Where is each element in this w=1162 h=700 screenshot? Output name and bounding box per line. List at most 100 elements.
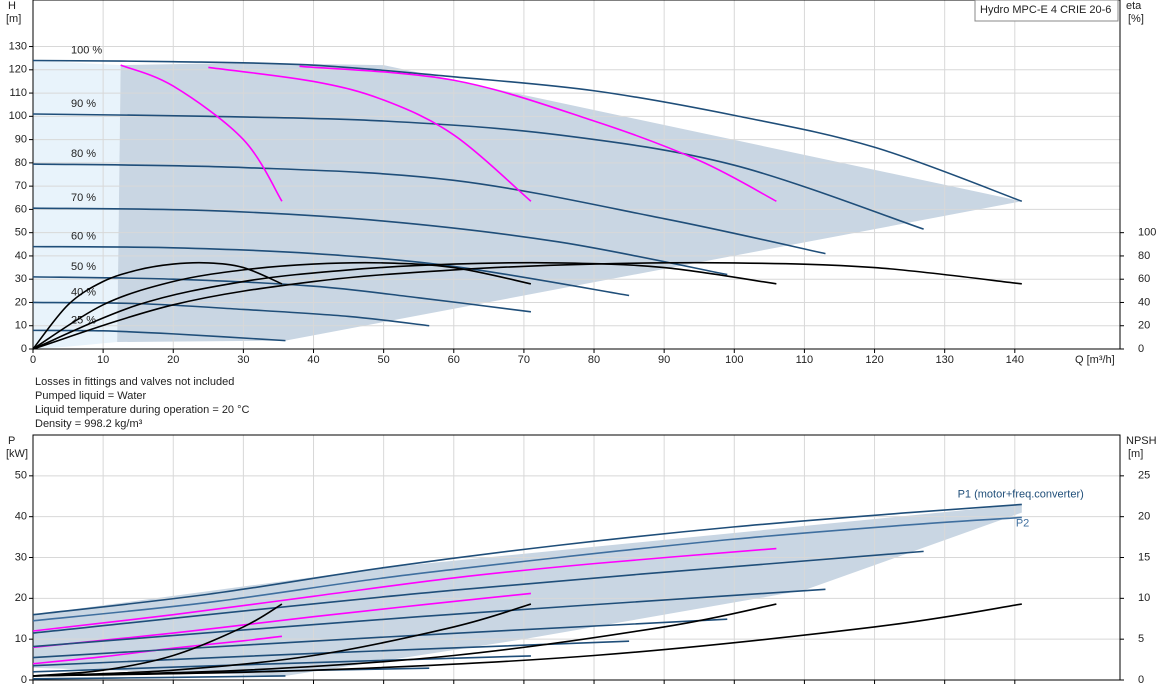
y-tick-label: 110 [9,87,27,99]
curve-label: P2 [1016,517,1029,529]
curve-label: 80 % [71,148,96,160]
y-tick-label: 60 [15,203,27,215]
x-axis-label: Q [m³/h] [1075,354,1115,366]
x-tick-label: 100 [725,354,743,366]
plot-frame [32,0,1121,350]
x-tick-label: 110 [796,354,814,366]
y2-axis-unit: [%] [1128,13,1144,25]
y-tick-label: 10 [15,320,27,332]
curve-label: P1 (motor+freq.converter) [958,488,1084,500]
curve [32,588,826,648]
y-tick-label: 0 [21,343,27,355]
y2-axis-unit: [m] [1128,448,1143,460]
y2-tick-label: 15 [1138,551,1150,563]
y-tick-label: 40 [15,511,27,523]
note: Losses in fittings and valves not includ… [35,376,234,388]
x-tick-label: 130 [935,354,953,366]
x-tick-label: 90 [658,354,670,366]
curve [32,59,1023,203]
x-tick-label: 140 [1006,354,1024,366]
y2-tick-label: 0 [1138,343,1144,355]
curve [32,245,630,297]
y2-tick-label: 20 [1138,320,1150,332]
curve-label: 50 % [71,261,96,273]
x-tick-label: 80 [588,354,600,366]
curve [32,113,924,230]
note: Pumped liquid = Water [35,390,147,402]
y-tick-label: 100 [9,110,27,122]
curve [32,592,531,649]
curve [32,603,532,677]
y-axis-label: P [8,435,15,447]
curve [32,261,283,350]
x-tick-label: 10 [97,354,109,366]
x-tick-label: 20 [167,354,179,366]
y-tick-label: 120 [9,64,27,76]
title-box [974,0,1119,22]
curve [32,301,430,327]
curve [32,261,777,350]
x-tick-label: 30 [237,354,249,366]
y-tick-label: 40 [15,250,27,262]
x-tick-label: 40 [307,354,319,366]
y2-tick-label: 100 [1138,227,1156,239]
y2-tick-label: 0 [1138,674,1144,686]
curve [32,261,532,350]
x-tick-label: 0 [30,354,36,366]
y2-tick-label: 80 [1138,250,1150,262]
curve [32,207,728,276]
y-tick-label: 70 [15,180,27,192]
curve [32,655,531,673]
curve [32,603,1022,677]
y2-tick-label: 5 [1138,633,1144,645]
y-tick-label: 10 [15,633,27,645]
x-tick-label: 120 [865,354,883,366]
curve [32,503,1022,616]
x-tick-label: 60 [448,354,460,366]
operating-area [33,504,1022,676]
y2-tick-label: 10 [1138,592,1150,604]
y-tick-label: 20 [15,296,27,308]
curve [32,635,283,665]
y-tick-label: 90 [15,134,27,146]
chart-layer: 0 10 20 30 40 50 60 70 80 90 100 110 120 130 140010203… [6,0,1157,686]
y-tick-label: 30 [15,273,27,285]
operating-area [117,62,1022,343]
curve-label: 100 % [71,44,102,56]
curve [32,276,532,313]
note: Density = 998.2 kg/m³ [35,418,143,430]
curve-label: 60 % [71,231,96,243]
chart-title: Hydro MPC-E 4 CRIE 20-6 [980,4,1111,16]
curve [32,547,777,632]
y-tick-label: 130 [9,40,27,52]
y-axis-unit: [kW] [6,448,28,460]
y2-axis-label: eta [1126,0,1142,12]
curve [32,618,728,659]
y-axis-label: H [8,0,16,12]
curve [32,516,1022,622]
y-axis-unit: [m] [6,13,21,25]
curve [120,64,283,202]
curve-label: 70 % [71,192,96,204]
curve [32,675,286,680]
curve [208,66,532,202]
y2-tick-label: 40 [1138,296,1150,308]
y-tick-label: 50 [15,470,27,482]
y-tick-label: 50 [15,227,27,239]
y-tick-label: 80 [15,157,27,169]
y2-tick-label: 60 [1138,273,1150,285]
curve [32,329,286,342]
plot-frame [32,434,1121,681]
y-tick-label: 0 [21,674,27,686]
curve [32,640,630,667]
y2-axis-label: NPSH [1126,435,1157,447]
x-tick-label: 70 [518,354,530,366]
note: Liquid temperature during operation = 20… [35,404,250,416]
curve [32,261,1022,350]
curve [32,163,826,255]
y-tick-label: 20 [15,592,27,604]
curve [32,603,283,677]
curve [299,65,777,202]
